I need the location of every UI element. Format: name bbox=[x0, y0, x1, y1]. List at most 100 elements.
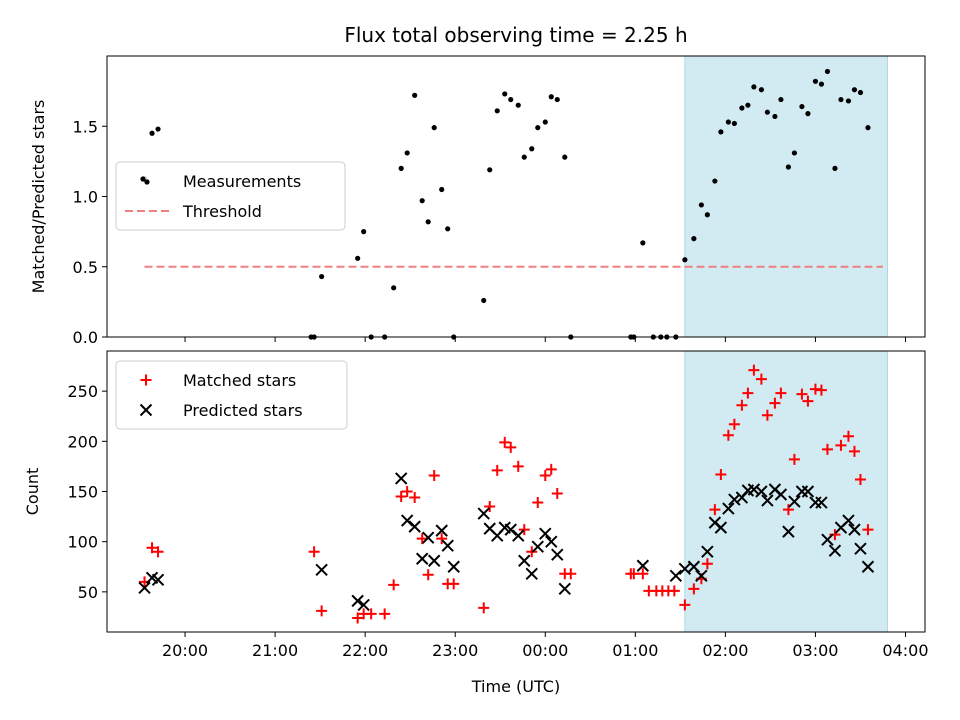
matched-star-point-55 bbox=[775, 387, 787, 399]
legend-box-0 bbox=[115, 161, 346, 231]
matched-star-point-10 bbox=[395, 491, 407, 503]
matched-star-point-23 bbox=[505, 441, 517, 453]
x-tick-label-4: 00:00 bbox=[522, 641, 568, 660]
predicted-star-point-57 bbox=[861, 560, 875, 573]
matched-star-point-60 bbox=[809, 383, 821, 395]
matched-star-point-64 bbox=[835, 439, 847, 451]
measurement-point-30 bbox=[542, 119, 548, 125]
matched-star-point-47 bbox=[722, 429, 734, 441]
predicted-star-point-46 bbox=[788, 495, 801, 508]
matched-star-point-45 bbox=[709, 504, 721, 516]
x-tick-label-8: 04:00 bbox=[882, 641, 928, 660]
measurement-point-56 bbox=[778, 96, 784, 103]
measurement-point-28 bbox=[529, 146, 535, 152]
measurement-point-42 bbox=[682, 257, 688, 263]
matched-star-point-16 bbox=[436, 533, 448, 545]
predicted-star-point-41 bbox=[755, 485, 768, 498]
predicted-star-point-44 bbox=[774, 488, 788, 501]
matched-star-point-67 bbox=[854, 473, 866, 485]
measurement-point-67 bbox=[851, 87, 858, 93]
bottom-panel-counts: 20:00 21:00 22:00 23:00 00:00 01:00 02:00 03:00… bbox=[23, 350, 929, 660]
measurement-point-17 bbox=[431, 125, 437, 131]
measurement-point-31 bbox=[548, 94, 554, 100]
matched-star-point-61 bbox=[815, 384, 827, 396]
matched-star-point-54 bbox=[769, 397, 781, 409]
measurement-point-54 bbox=[764, 109, 771, 115]
y-tick-label-0-3: 1.5 bbox=[73, 117, 98, 136]
measurement-point-3 bbox=[155, 126, 161, 132]
measurement-point-2 bbox=[149, 130, 155, 136]
matched-star-point-56 bbox=[782, 504, 794, 516]
predicted-star-point-54 bbox=[842, 514, 855, 527]
measurement-point-61 bbox=[812, 78, 819, 84]
predicted-star-point-45 bbox=[782, 525, 795, 538]
measurement-point-62 bbox=[818, 81, 825, 87]
measurement-point-46 bbox=[712, 178, 718, 184]
measurement-point-23 bbox=[494, 108, 500, 114]
measurement-point-32 bbox=[554, 96, 560, 103]
matched-star-point-59 bbox=[802, 395, 814, 407]
matched-star-point-21 bbox=[491, 464, 503, 476]
matched-star-point-53 bbox=[761, 409, 773, 421]
matched-star-point-46 bbox=[715, 468, 727, 480]
predicted-star-point-9 bbox=[415, 552, 429, 565]
matched-star-point-11 bbox=[401, 486, 413, 497]
predicted-star-point-40 bbox=[747, 483, 761, 496]
measurement-point-44 bbox=[698, 202, 704, 208]
matched-star-point-26 bbox=[526, 546, 538, 558]
predicted-star-point-19 bbox=[504, 523, 517, 536]
predicted-star-point-3 bbox=[315, 563, 328, 576]
measurement-point-27 bbox=[521, 154, 527, 160]
matched-star-point-24 bbox=[512, 460, 524, 472]
measurement-point-69 bbox=[865, 125, 871, 131]
legend-label-0-0: Measurements bbox=[183, 172, 301, 191]
predicted-star-point-32 bbox=[695, 569, 708, 583]
measurement-point-33 bbox=[562, 154, 568, 160]
top-panel-ratio: 0.0 0.5 1.0 1.5 Matched/Predicted stars Measu… bbox=[29, 55, 926, 347]
predicted-star-point-50 bbox=[815, 496, 828, 509]
legend-dot-marker bbox=[140, 176, 146, 182]
legend-plus-marker bbox=[140, 374, 152, 386]
predicted-star-point-52 bbox=[828, 544, 842, 557]
predicted-star-point-10 bbox=[421, 531, 435, 544]
matched-star-point-65 bbox=[842, 430, 854, 442]
matched-star-point-35 bbox=[637, 568, 649, 580]
measurement-point-47 bbox=[718, 129, 724, 135]
predicted-star-point-7 bbox=[400, 514, 414, 527]
measurement-point-6 bbox=[319, 273, 325, 280]
chart-title: Flux total observing time = 2.25 h bbox=[344, 23, 687, 47]
matched-star-point-58 bbox=[796, 388, 808, 400]
measurement-point-15 bbox=[419, 198, 425, 204]
measurement-point-60 bbox=[805, 111, 811, 117]
matched-star-point-30 bbox=[551, 488, 563, 500]
x-axis-label: Time (UTC) bbox=[471, 677, 560, 696]
predicted-star-point-35 bbox=[714, 521, 728, 534]
matched-star-point-5 bbox=[352, 612, 364, 624]
measurement-point-25 bbox=[508, 96, 514, 103]
predicted-star-point-56 bbox=[854, 542, 867, 555]
matched-star-point-20 bbox=[484, 501, 496, 513]
measurement-point-29 bbox=[535, 125, 541, 131]
predicted-star-point-55 bbox=[848, 523, 861, 536]
x-tick-label-6: 02:00 bbox=[702, 641, 748, 660]
measurement-point-18 bbox=[439, 186, 445, 193]
predicted-star-point-5 bbox=[357, 598, 370, 612]
y-tick-label-1-2: 150 bbox=[67, 483, 98, 502]
predicted-star-point-4 bbox=[351, 594, 364, 608]
measurement-point-16 bbox=[425, 219, 431, 225]
predicted-star-point-48 bbox=[801, 485, 815, 498]
matched-star-point-18 bbox=[448, 578, 460, 590]
predicted-star-point-11 bbox=[427, 554, 441, 567]
y-axis-label-0: Matched/Predicted stars bbox=[29, 100, 48, 294]
matched-star-point-28 bbox=[539, 469, 551, 481]
measurement-point-13 bbox=[404, 150, 410, 156]
measurement-point-49 bbox=[731, 120, 737, 127]
matched-star-point-49 bbox=[736, 399, 748, 411]
legend-dot-marker-2 bbox=[144, 179, 150, 185]
y-tick-label-1-0: 50 bbox=[78, 583, 98, 602]
y-tick-label-1-4: 250 bbox=[67, 382, 98, 401]
y-tick-label-0-2: 1.0 bbox=[73, 188, 98, 207]
y-tick-label-0-0: 0.0 bbox=[73, 328, 98, 347]
matched-star-point-32 bbox=[565, 568, 577, 580]
measurement-point-48 bbox=[725, 119, 731, 125]
